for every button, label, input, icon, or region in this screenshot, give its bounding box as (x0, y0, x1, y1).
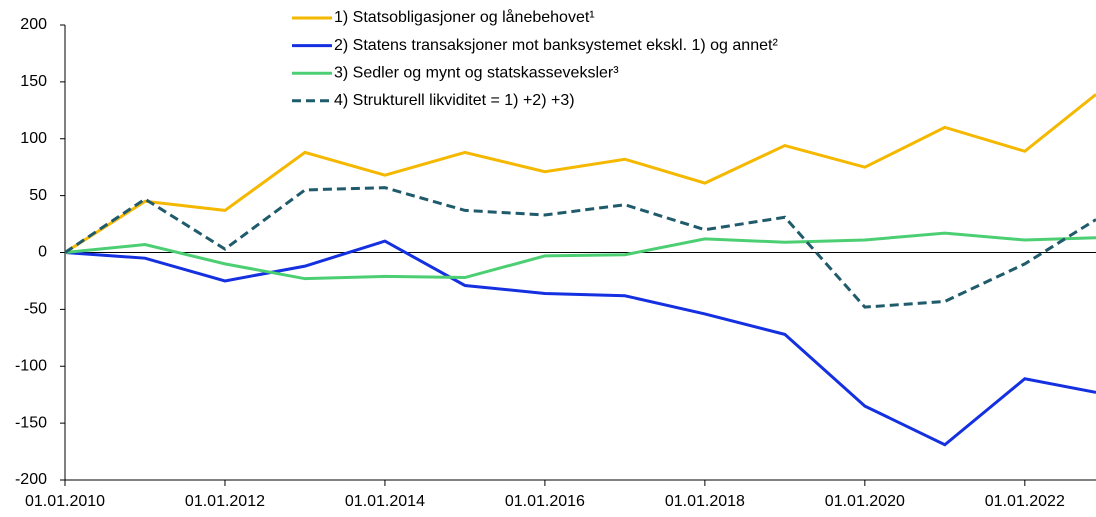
y-tick-label: 0 (38, 244, 47, 261)
series-line (64, 239, 1096, 447)
series-line (64, 186, 1096, 309)
y-tick-label: -100 (15, 357, 47, 374)
x-tick-label: 01.01.2016 (505, 493, 585, 510)
legend-label: 2) Statens transaksjoner mot banksysteme… (334, 37, 778, 54)
y-tick-label: 50 (29, 187, 47, 204)
legend-label: 4) Strukturell likviditet = 1) +2) +3) (334, 92, 575, 109)
x-tick-label: 01.01.2010 (25, 493, 105, 510)
x-tick-label: 01.01.2020 (825, 493, 905, 510)
legend-label: 3) Sedler og mynt og statskasseveksler³ (334, 64, 619, 81)
x-tick-label: 01.01.2014 (345, 493, 425, 510)
x-tick-label: 01.01.2012 (185, 493, 265, 510)
y-tick-label: -150 (15, 414, 47, 431)
y-tick-label: 200 (20, 16, 47, 33)
y-tick-label: 150 (20, 73, 47, 90)
series-line (64, 231, 1096, 281)
y-tick-label: -50 (24, 301, 47, 318)
y-tick-label: 100 (20, 130, 47, 147)
x-tick-label: 01.01.2018 (665, 493, 745, 510)
x-tick-label: 01.01.2022 (985, 493, 1065, 510)
legend-label: 1) Statsobligasjoner og lånebehovet¹ (334, 8, 595, 26)
y-tick-label: -200 (15, 471, 47, 488)
series-line (64, 93, 1096, 254)
